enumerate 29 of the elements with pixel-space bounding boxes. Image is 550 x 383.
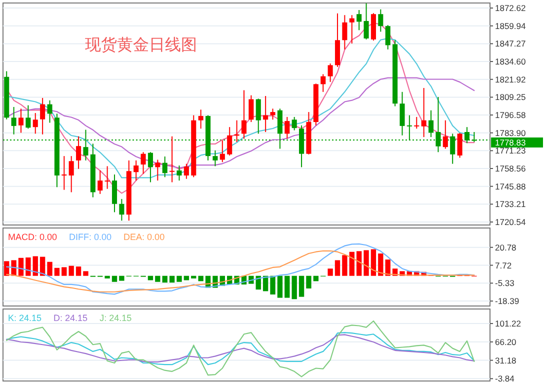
text: DIFF: 0.00 bbox=[69, 232, 112, 242]
text: DEA: 0.00 bbox=[124, 232, 165, 242]
y-tick-label: -3.84 bbox=[495, 374, 515, 383]
y-tick-label: -18.39 bbox=[495, 296, 520, 306]
y-tick-label: 31.18 bbox=[495, 355, 517, 366]
y-tick-label: 1783.90 bbox=[495, 128, 526, 138]
y-tick-label: 1796.58 bbox=[495, 110, 526, 120]
y-tick-label: 1821.92 bbox=[495, 74, 526, 84]
text: MACD: 0.00 bbox=[8, 232, 58, 242]
series-label: K: 24.15 bbox=[8, 313, 42, 323]
y-tick-label: 101.22 bbox=[495, 318, 522, 329]
y-tick-label: 1720.54 bbox=[495, 216, 526, 227]
y-tick-label: 1809.25 bbox=[495, 92, 526, 102]
y-tick-label: 66.20 bbox=[495, 336, 517, 347]
y-tick-label: 1758.56 bbox=[495, 164, 526, 174]
y-tick-label: 1847.27 bbox=[495, 38, 526, 49]
y-tick-label: 1771.23 bbox=[495, 146, 526, 156]
text: D: 24.15 bbox=[54, 313, 88, 323]
text: J: 24.15 bbox=[100, 313, 132, 323]
y-tick-label: -5.33 bbox=[495, 278, 515, 288]
y-tick-label: 1834.60 bbox=[495, 56, 526, 67]
text: 现货黄金日线图 bbox=[85, 35, 197, 54]
y-tick-label: 1859.94 bbox=[495, 20, 526, 31]
y-tick-label: 1745.88 bbox=[495, 181, 526, 192]
y-tick-label: 20.78 bbox=[495, 242, 517, 252]
y-tick-label: 1733.21 bbox=[495, 199, 526, 210]
y-tick-label: 7.72 bbox=[495, 260, 512, 270]
y-tick-label: 1872.62 bbox=[495, 3, 526, 14]
ref-line-label: 1778.83 bbox=[495, 137, 526, 148]
